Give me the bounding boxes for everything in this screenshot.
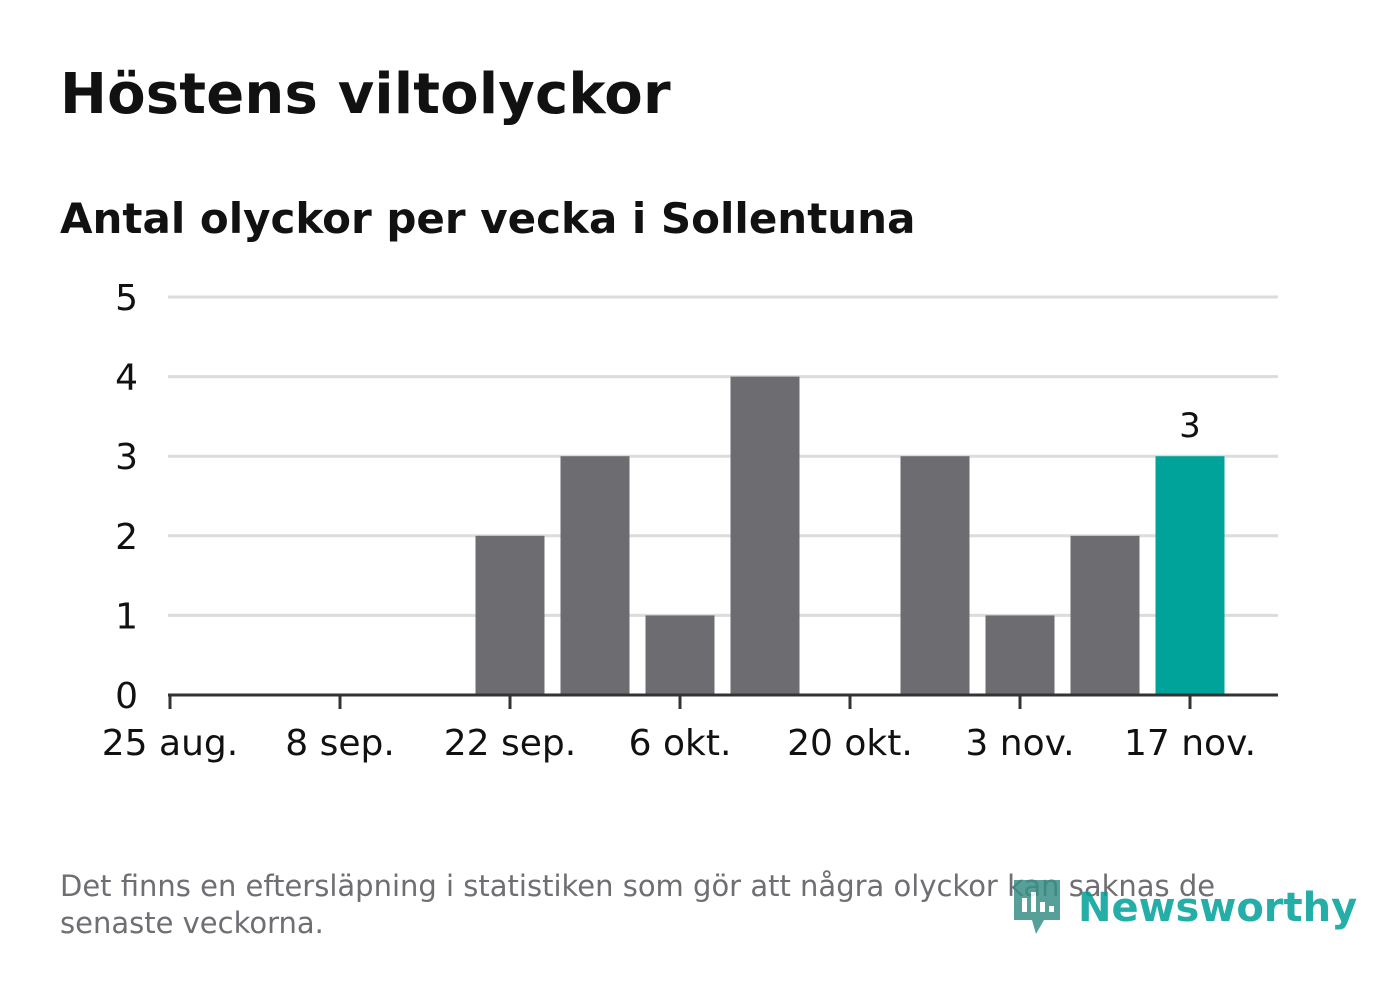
- bar-6-okt: [645, 615, 715, 695]
- x-axis: [168, 693, 1278, 709]
- x-tick-label: 20 okt.: [787, 723, 913, 764]
- logo-text: Newsworthy: [1078, 885, 1358, 931]
- x-tick-label: 6 okt.: [629, 723, 732, 764]
- newsworthy-logo: Newsworthy: [1010, 876, 1357, 940]
- bar-29-sep: [560, 456, 630, 695]
- page-title: Höstens viltolyckor: [60, 62, 671, 127]
- bar-17-nov: [1155, 456, 1225, 695]
- y-tick-label: 3: [115, 437, 138, 478]
- newsworthy-logo-icon: [1014, 880, 1060, 934]
- bars: [475, 376, 1225, 695]
- x-tick-label: 25 aug.: [102, 723, 238, 764]
- y-tick-label: 4: [115, 358, 138, 399]
- x-tick-label: 3 nov.: [965, 723, 1074, 764]
- bar-3-nov: [985, 615, 1055, 695]
- y-tick-label: 0: [115, 676, 138, 717]
- bar-value-label: 3: [1179, 406, 1201, 446]
- chart-subtitle: Antal olyckor per vecka i Sollentuna: [60, 194, 916, 243]
- y-tick-label: 2: [115, 517, 138, 558]
- labels: 0 1 2 3 4 5 25 aug. 8 sep. 22 sep. 6 okt. 20 okt. 3…: [102, 278, 1256, 764]
- x-tick-label: 8 sep.: [285, 723, 395, 764]
- y-tick-label: 1: [115, 596, 138, 637]
- bar-22-sep: [475, 535, 545, 695]
- y-tick-label: 5: [115, 278, 138, 319]
- bar-13-okt: [730, 376, 800, 695]
- bar-27-okt: [900, 456, 970, 695]
- x-tick-label: 17 nov.: [1124, 723, 1256, 764]
- x-tick-label: 22 sep.: [444, 723, 576, 764]
- bar-10-nov: [1070, 535, 1140, 695]
